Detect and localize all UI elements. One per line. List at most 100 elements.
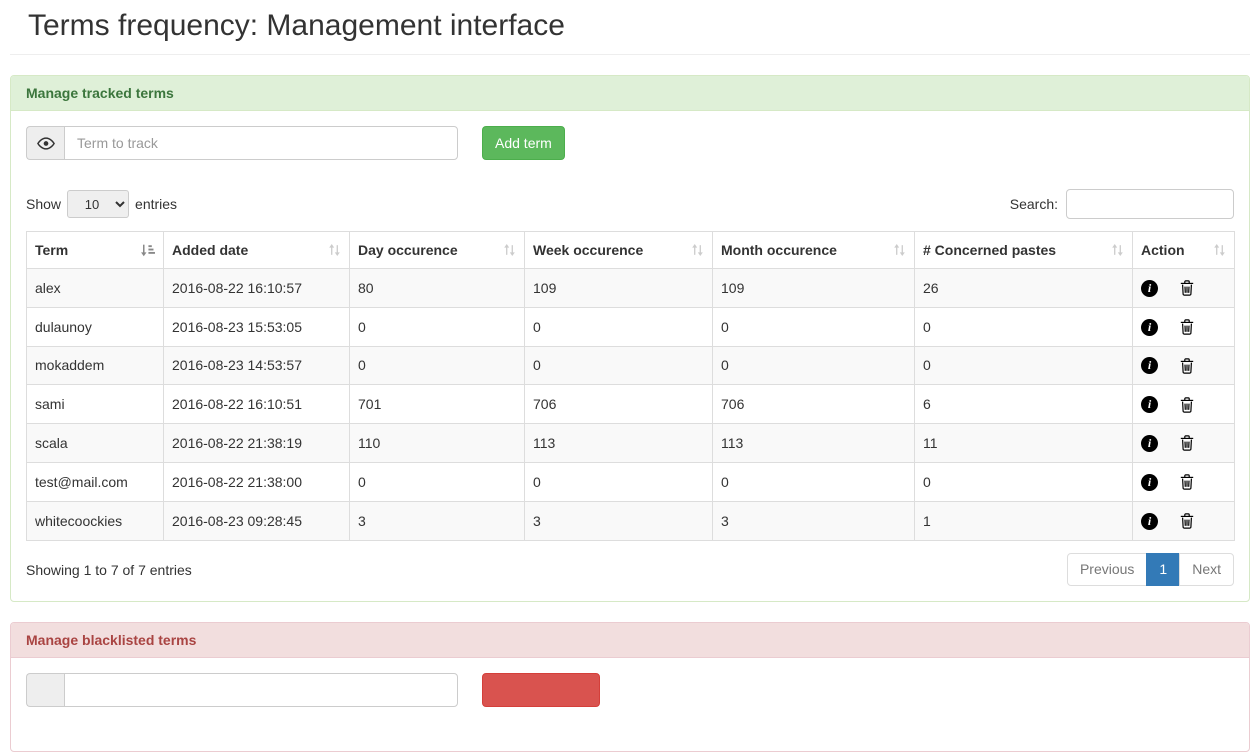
day-occurence-cell: 0 [349,461,525,502]
column-header-action[interactable]: Action [1132,231,1235,269]
entries-label: entries [135,196,178,212]
table-row: scala 2016-08-22 21:38:19 110 113 113 11… [26,423,1235,463]
added-date-cell: 2016-08-22 21:38:19 [163,423,350,463]
info-icon[interactable]: i [1141,434,1158,452]
table-row: alex 2016-08-22 16:10:57 80 109 109 26 i [26,268,1235,308]
month-occurence-cell: 109 [712,268,915,308]
concerned-pastes-cell: 11 [914,423,1133,463]
trash-icon[interactable] [1180,474,1194,490]
term-cell: scala [26,423,164,463]
action-cell: i [1132,345,1235,386]
term-cell: mokaddem [26,345,164,386]
column-header-week-occurence[interactable]: Week occurence [524,231,713,269]
add-term-row: Add term [26,126,1234,160]
trash-icon[interactable] [1180,513,1194,529]
blacklisted-terms-panel: Manage blacklisted terms [10,622,1250,752]
sort-both-icon [503,244,516,257]
week-occurence-cell: 0 [524,306,713,347]
month-occurence-cell: 706 [712,384,915,425]
info-icon[interactable]: i [1141,279,1158,297]
blacklist-term-row [26,673,1234,708]
info-icon[interactable]: i [1141,473,1158,491]
pagination: Previous 1 Next [1066,552,1234,587]
day-occurence-cell: 110 [349,423,525,463]
trash-icon[interactable] [1180,280,1194,296]
info-icon[interactable]: i [1141,357,1158,375]
added-date-cell: 2016-08-22 21:38:00 [163,461,350,502]
trash-icon[interactable] [1180,435,1194,451]
info-icon[interactable]: i [1141,396,1158,414]
concerned-pastes-cell: 0 [914,345,1133,386]
column-header-term[interactable]: Term [26,231,164,269]
page-container: Terms frequency: Management interface Ma… [0,9,1260,752]
show-label: Show [26,196,62,212]
page-length-select[interactable]: 10 [67,190,130,218]
column-header-month-occurence[interactable]: Month occurence [712,231,915,269]
column-header-added-date[interactable]: Added date [163,231,350,269]
month-occurence-cell: 0 [712,306,915,347]
action-cell: i [1132,384,1235,425]
pagination-next[interactable]: Next [1179,552,1234,587]
concerned-pastes-cell: 0 [914,306,1133,347]
action-cell: i [1132,306,1235,347]
table-row: mokaddem 2016-08-23 14:53:57 0 0 0 0 i [26,345,1235,386]
sort-both-icon [893,244,906,257]
info-icon[interactable]: i [1141,512,1158,530]
week-occurence-cell: 3 [524,500,713,541]
term-to-track-input[interactable] [64,126,458,160]
term-cell: whitecoockies [26,500,164,541]
term-cell: dulaunoy [26,306,164,347]
page-title: Terms frequency: Management interface [28,9,565,42]
action-cell: i [1132,423,1235,463]
column-header-concerned-pastes[interactable]: # Concerned pastes [914,231,1133,269]
day-occurence-cell: 0 [349,306,525,347]
tracked-terms-panel-body: Add term Show 10 entries Search: [11,111,1249,601]
title-divider [10,54,1250,55]
sort-both-icon [1111,244,1124,257]
column-header-day-occurence[interactable]: Day occurence [349,231,525,269]
datatable-controls: Show 10 entries Search: [26,189,1234,219]
week-occurence-cell: 0 [524,461,713,502]
week-occurence-cell: 706 [524,384,713,425]
added-date-cell: 2016-08-23 14:53:57 [163,345,350,386]
tracked-terms-table: Term Added date Day occurence Week [26,231,1235,541]
month-occurence-cell: 3 [712,500,915,541]
search-input[interactable] [1066,189,1234,219]
concerned-pastes-cell: 0 [914,461,1133,502]
sort-asc-icon [140,243,155,257]
trash-icon[interactable] [1180,397,1194,413]
eye-icon [37,137,55,150]
day-occurence-cell: 701 [349,384,525,425]
trash-icon[interactable] [1180,358,1194,374]
concerned-pastes-cell: 1 [914,500,1133,541]
blacklist-term-button[interactable] [482,673,600,708]
day-occurence-cell: 3 [349,500,525,541]
table-row: sami 2016-08-22 16:10:51 701 706 706 6 i [26,384,1235,425]
trash-icon[interactable] [1180,319,1194,335]
table-header-row: Term Added date Day occurence Week [26,231,1235,269]
add-term-button[interactable]: Add term [482,126,565,160]
eye-icon-addon [26,126,64,160]
info-icon[interactable]: i [1141,318,1158,336]
table-row: dulaunoy 2016-08-23 15:53:05 0 0 0 0 i [26,306,1235,347]
table-row: whitecoockies 2016-08-23 09:28:45 3 3 3 … [26,500,1235,541]
blacklisted-terms-panel-title: Manage blacklisted terms [11,623,1249,659]
action-cell: i [1132,268,1235,308]
concerned-pastes-cell: 6 [914,384,1133,425]
blacklisted-terms-panel-body [11,658,1249,751]
pagination-previous[interactable]: Previous [1066,552,1148,587]
tracked-terms-panel: Manage tracked terms Add term Show 10 [10,75,1250,603]
action-cell: i [1132,461,1235,502]
term-to-blacklist-input[interactable] [64,673,458,708]
datatable-footer: Showing 1 to 7 of 7 entries Previous 1 N… [26,552,1234,587]
sort-both-icon [691,244,704,257]
blacklist-input-group [26,673,458,708]
table-row: test@mail.com 2016-08-22 21:38:00 0 0 0 … [26,461,1235,502]
pagination-page-1[interactable]: 1 [1146,552,1181,587]
week-occurence-cell: 113 [524,423,713,463]
added-date-cell: 2016-08-22 16:10:57 [163,268,350,308]
action-cell: i [1132,500,1235,541]
added-date-cell: 2016-08-23 09:28:45 [163,500,350,541]
week-occurence-cell: 0 [524,345,713,386]
term-input-group [26,126,458,160]
